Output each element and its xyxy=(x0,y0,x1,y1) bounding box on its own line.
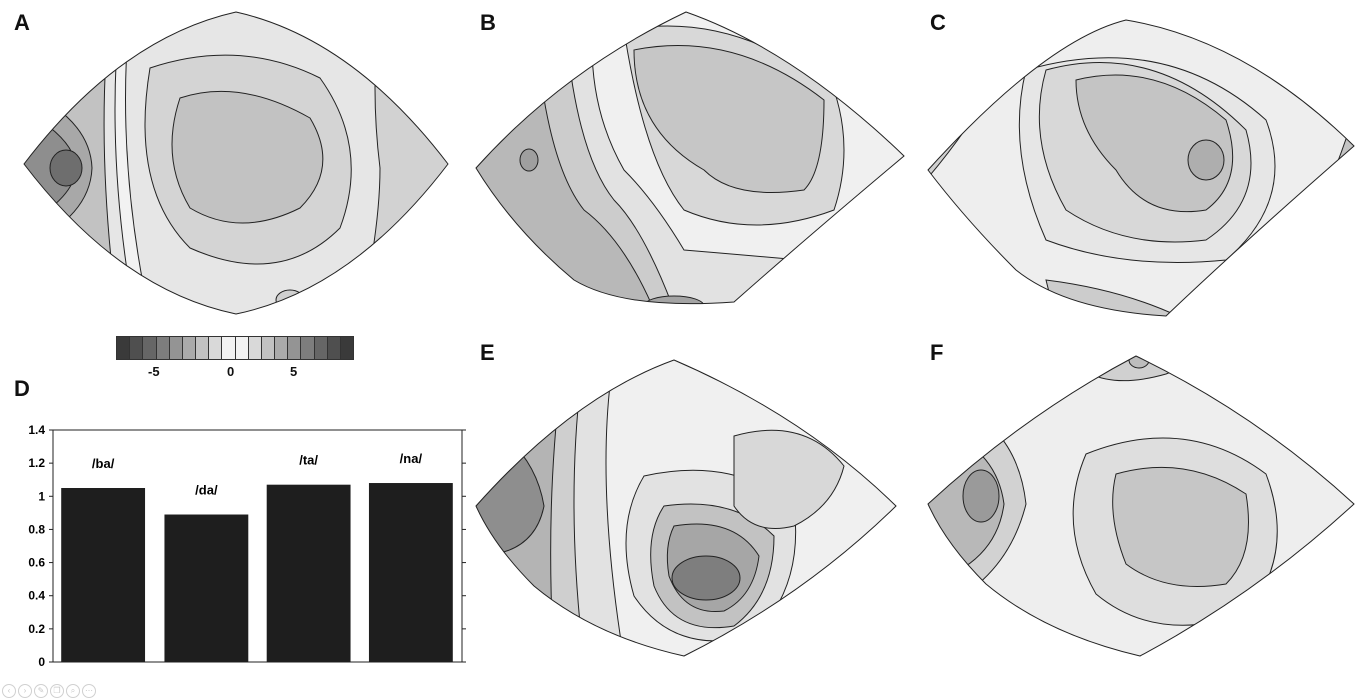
panel-label-a: A xyxy=(14,10,30,35)
colorbar-swatch xyxy=(222,337,236,359)
panel-label-f: F xyxy=(930,340,944,365)
more-icon[interactable]: ⋯ xyxy=(82,684,96,698)
viewer-controls: ‹ › ✎ ❐ ⌕ ⋯ xyxy=(2,684,96,698)
colorbar-swatch xyxy=(261,337,276,359)
colorbar-swatch xyxy=(143,337,157,359)
plot-frame xyxy=(52,429,463,663)
prev-icon[interactable]: ‹ xyxy=(2,684,16,698)
panel-label-e: E xyxy=(480,340,495,365)
bar xyxy=(266,484,351,662)
edit-icon[interactable]: ✎ xyxy=(34,684,48,698)
colorbar-swatch xyxy=(130,337,144,359)
panel-label-b: B xyxy=(480,10,496,35)
copy-icon[interactable]: ❐ xyxy=(50,684,64,698)
topomap-b xyxy=(475,11,905,305)
y-tick-label: 0.8 xyxy=(28,522,45,536)
colorbar-swatch xyxy=(156,337,170,359)
colorbar-swatch xyxy=(314,337,328,359)
colorbar-swatch xyxy=(235,337,249,359)
bar-label: /ta/ xyxy=(299,453,318,468)
bar-label: /da/ xyxy=(195,483,218,498)
colorbar-tick: -5 xyxy=(148,364,160,379)
panel-label-d: D xyxy=(14,376,30,401)
y-tick-label: 1.4 xyxy=(28,423,45,437)
next-icon[interactable]: › xyxy=(18,684,32,698)
colorbar-swatch xyxy=(196,337,210,359)
bar xyxy=(368,483,453,662)
colorbar xyxy=(116,336,354,360)
colorbar-swatch xyxy=(275,337,289,359)
colorbar-swatch xyxy=(209,337,223,359)
bar xyxy=(164,514,249,662)
zoom-icon[interactable]: ⌕ xyxy=(66,684,80,698)
topomap-c xyxy=(927,19,1355,317)
topomap-e xyxy=(475,359,897,657)
colorbar-tick: 0 xyxy=(227,364,235,379)
topomap-a xyxy=(23,11,449,315)
y-tick-label: 1 xyxy=(38,489,45,503)
bar-chart: 0 0.2 0.4 0.6 0.8 1 1.2 1.4/ba/ /da/ /ta/ /na/ xyxy=(28,423,466,669)
colorbar-tick: 5 xyxy=(290,364,298,379)
panel-label-c: C xyxy=(930,10,946,35)
colorbar-swatch xyxy=(248,337,262,359)
colorbar-swatch xyxy=(288,337,302,359)
colorbar-swatch xyxy=(169,337,183,359)
y-tick-label: 0.6 xyxy=(28,556,45,570)
topomap-f xyxy=(927,355,1355,657)
bar-label: /na/ xyxy=(400,451,423,466)
bar xyxy=(61,488,146,662)
colorbar-swatch xyxy=(301,337,315,359)
colorbar-swatch xyxy=(182,337,197,359)
y-tick-label: 1.2 xyxy=(28,456,45,470)
colorbar-swatch xyxy=(327,337,341,359)
y-tick-label: 0 xyxy=(38,655,45,669)
y-tick-label: 0.2 xyxy=(28,622,45,636)
bar-label: /ba/ xyxy=(92,456,115,471)
colorbar-swatch xyxy=(117,337,131,359)
y-tick-label: 0.4 xyxy=(28,589,45,603)
colorbar-swatch xyxy=(340,337,354,359)
